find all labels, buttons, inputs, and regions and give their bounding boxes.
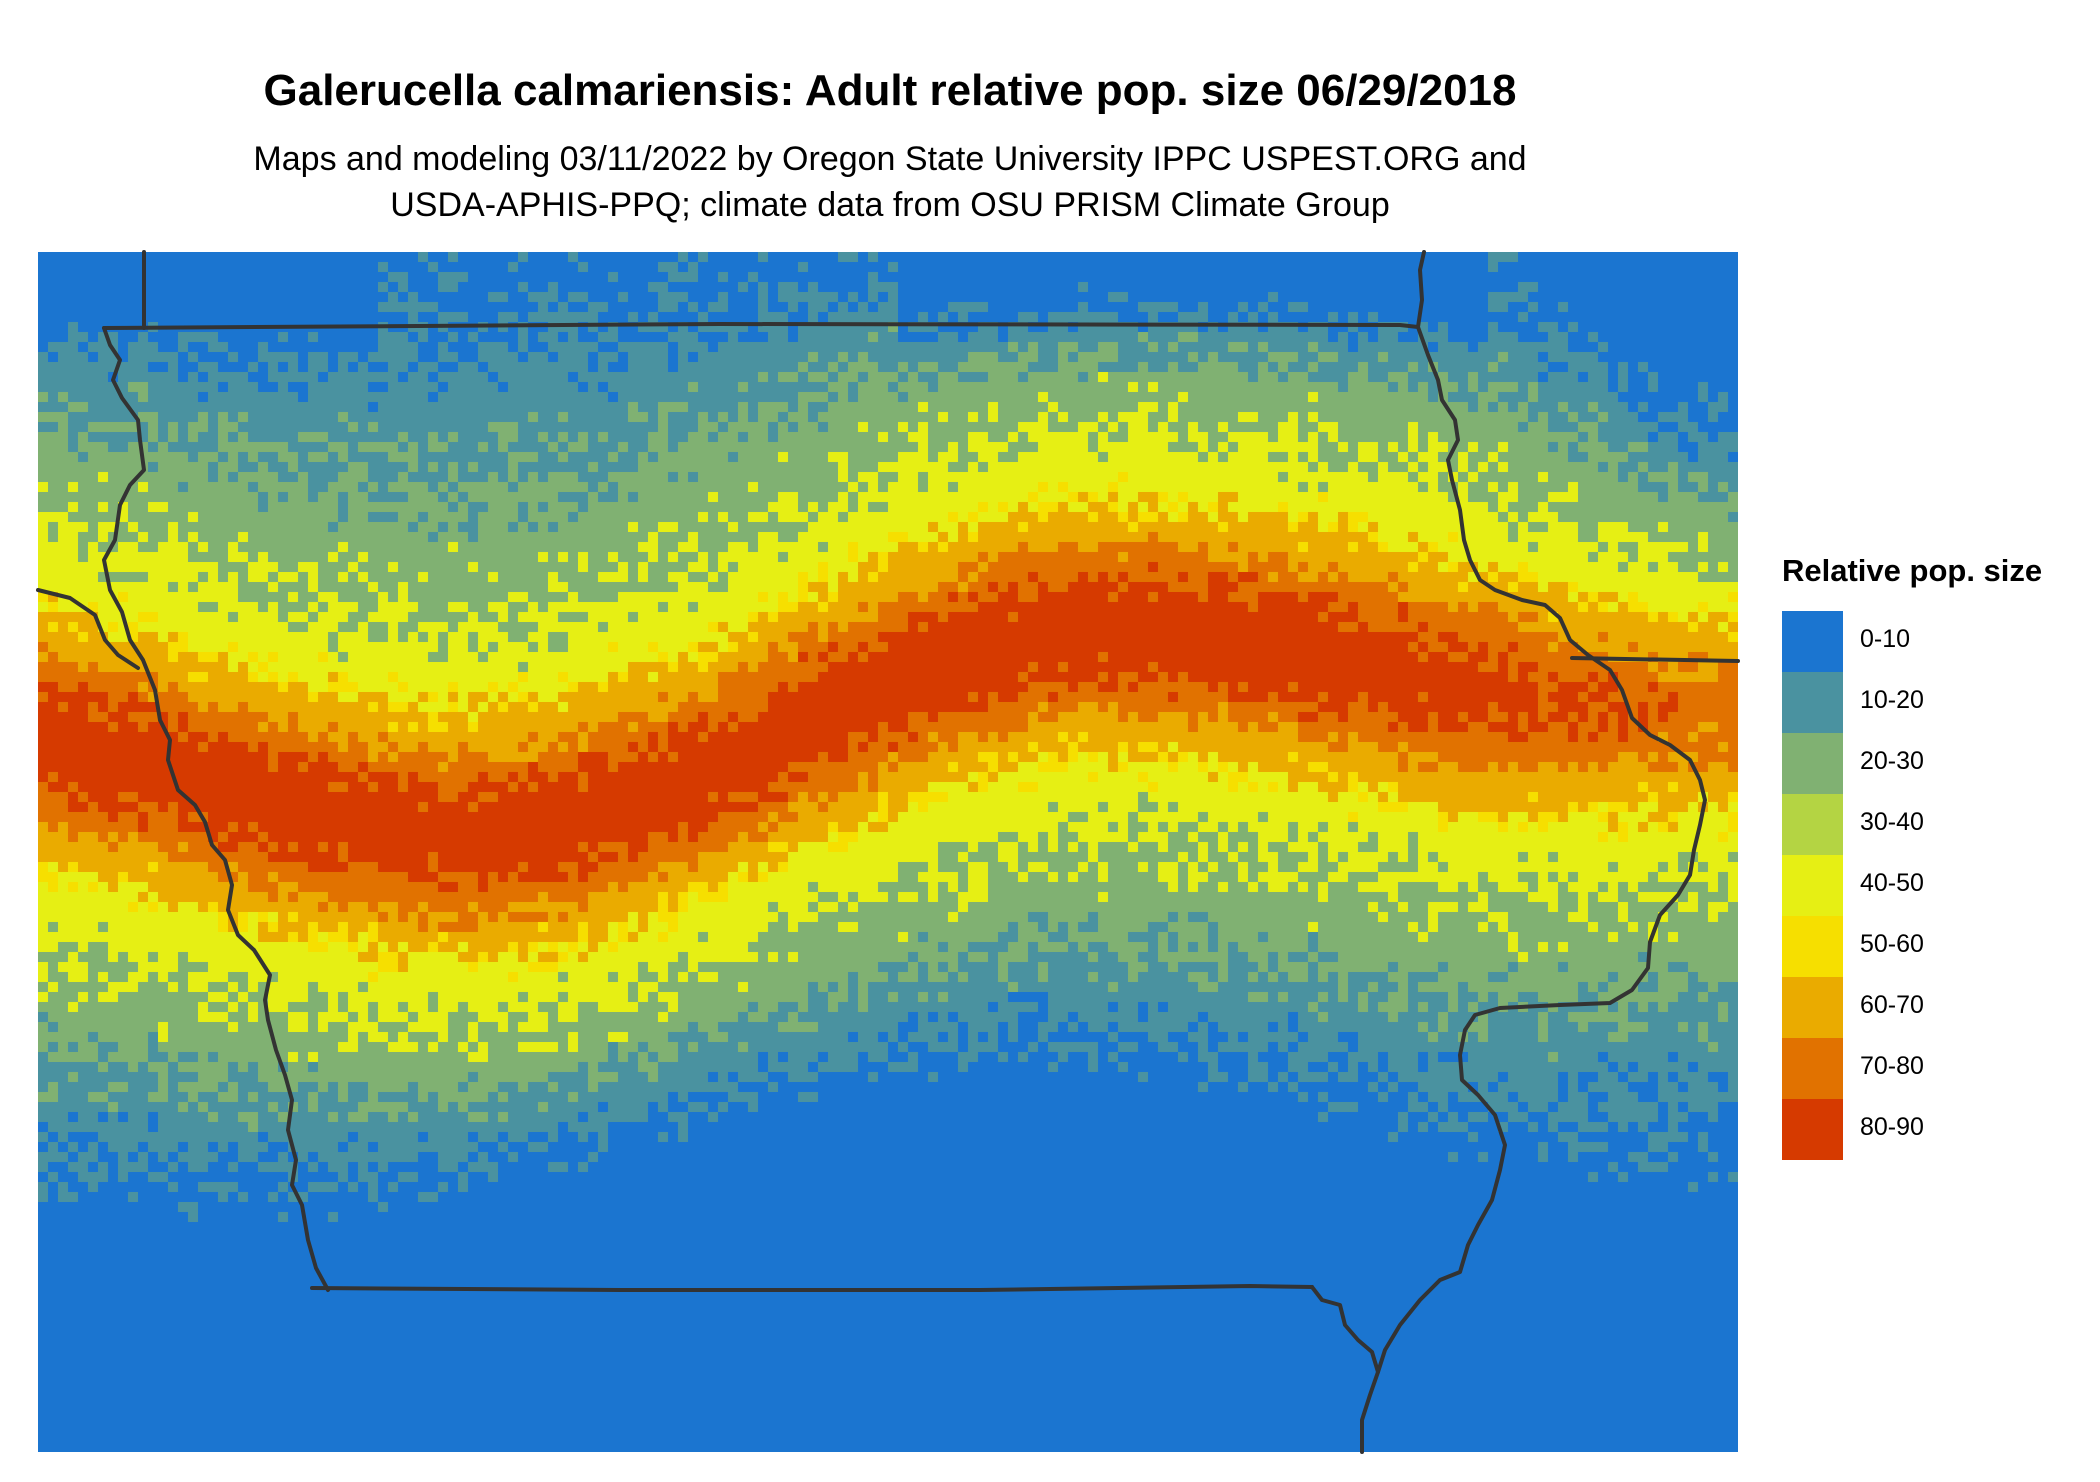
population-raster-map — [38, 252, 1738, 1452]
legend-swatch — [1782, 611, 1843, 672]
legend-label: 0-10 — [1860, 625, 1911, 653]
legend-label: 10-20 — [1860, 686, 1924, 714]
legend-item: 60-70 — [1782, 977, 2042, 1038]
legend-item: 80-90 — [1782, 1099, 2042, 1160]
subtitle-line-2: USDA-APHIS-PPQ; climate data from OSU PR… — [390, 186, 1390, 224]
legend-label: 60-70 — [1860, 991, 1924, 1019]
legend-swatch — [1782, 672, 1843, 733]
legend-swatch — [1782, 977, 1843, 1038]
map-title: Galerucella calmariensis: Adult relative… — [263, 66, 1517, 115]
legend-item: 50-60 — [1782, 916, 2042, 977]
legend-swatch — [1782, 855, 1843, 916]
legend-swatch — [1782, 1099, 1843, 1160]
legend-swatch — [1782, 916, 1843, 977]
subtitle-line-1: Maps and modeling 03/11/2022 by Oregon S… — [253, 140, 1527, 178]
legend-item: 10-20 — [1782, 672, 2042, 733]
map-subtitle: Maps and modeling 03/11/2022 by Oregon S… — [0, 136, 1780, 228]
legend-title: Relative pop. size — [1782, 553, 2043, 588]
legend-label: 70-80 — [1860, 1052, 1924, 1080]
legend-label: 50-60 — [1860, 930, 1924, 958]
legend: Relative pop. size 0-10 10-20 20-30 30-40 40… — [1782, 553, 2042, 1160]
legend-swatch — [1782, 794, 1843, 855]
legend-item: 0-10 — [1782, 611, 2042, 672]
legend-item: 20-30 — [1782, 733, 2042, 794]
legend-swatch — [1782, 733, 1843, 794]
legend-label: 30-40 — [1860, 808, 1924, 836]
legend-item: 30-40 — [1782, 794, 2042, 855]
legend-swatch — [1782, 1038, 1843, 1099]
legend-item: 40-50 — [1782, 855, 2042, 916]
legend-items: 0-10 10-20 20-30 30-40 40-50 50-60 60-70 70-80 8… — [1782, 611, 2042, 1160]
legend-item: 70-80 — [1782, 1038, 2042, 1099]
legend-label: 20-30 — [1860, 747, 1924, 775]
legend-label: 40-50 — [1860, 869, 1924, 897]
legend-label: 80-90 — [1860, 1113, 1924, 1141]
